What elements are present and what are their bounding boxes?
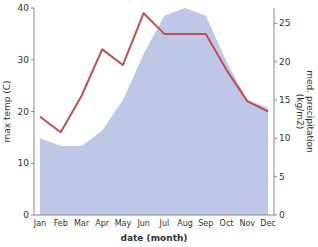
y-tick-label: 0 xyxy=(23,210,29,220)
x-tick-label: Sep xyxy=(198,219,213,228)
x-tick-label: Mar xyxy=(74,219,90,228)
y2-tick xyxy=(274,61,277,62)
y2-axis-title-line: (kg/m2) xyxy=(295,94,305,129)
y2-tick xyxy=(274,215,277,216)
x-tick-label: Jun xyxy=(136,219,150,228)
chart: 0 10 20 30 40 0 5 10 15 20 25 Jan Feb Mar Apr May Jun Jul… xyxy=(0,0,318,247)
y2-axis-line xyxy=(274,8,275,215)
y2-tick xyxy=(274,176,277,177)
y2-axis-title: med. precipitation(kg/m2) xyxy=(295,70,315,152)
x-tick-label: Jan xyxy=(33,219,46,228)
x-tick-label: Jul xyxy=(159,219,170,228)
y-tick xyxy=(31,59,34,60)
y2-tick xyxy=(274,100,277,101)
x-tick-label: May xyxy=(115,219,132,228)
temp-line xyxy=(40,13,268,132)
y2-tick xyxy=(274,138,277,139)
y2-tick-label: 5 xyxy=(279,172,285,182)
y2-tick xyxy=(274,23,277,24)
x-tick-label: Apr xyxy=(95,219,110,228)
chart-container: 0 10 20 30 40 0 5 10 15 20 25 Jan Feb Mar Apr May Jun Jul… xyxy=(0,0,318,247)
precip-area xyxy=(40,8,268,215)
x-tick-label: Oct xyxy=(220,219,234,228)
y2-tick-label: 15 xyxy=(279,95,290,105)
x-tick-label: Aug xyxy=(177,219,193,228)
y-tick-label: 10 xyxy=(18,158,30,168)
y-tick xyxy=(31,163,34,164)
y2-tick-label: 20 xyxy=(279,57,291,67)
x-tick-label: Feb xyxy=(54,219,68,228)
y-tick xyxy=(31,111,34,112)
x-axis-line xyxy=(34,215,274,216)
y-tick xyxy=(31,8,34,9)
y2-tick-label: 0 xyxy=(279,210,285,220)
x-tick-label: Nov xyxy=(239,219,255,228)
y-axis-title: max temp (C) xyxy=(2,80,12,142)
y-tick-label: 40 xyxy=(18,3,30,13)
y-tick xyxy=(31,215,34,216)
y2-axis-title-line: med. precipitation xyxy=(305,70,315,152)
x-axis-title: date (month) xyxy=(121,233,188,243)
y-tick-label: 20 xyxy=(18,107,30,117)
y2-tick-label: 25 xyxy=(279,18,290,28)
y-tick-label: 30 xyxy=(18,55,30,65)
plot-area xyxy=(40,8,268,215)
x-tick-label: Dec xyxy=(260,219,275,228)
y2-tick-label: 10 xyxy=(279,133,291,143)
